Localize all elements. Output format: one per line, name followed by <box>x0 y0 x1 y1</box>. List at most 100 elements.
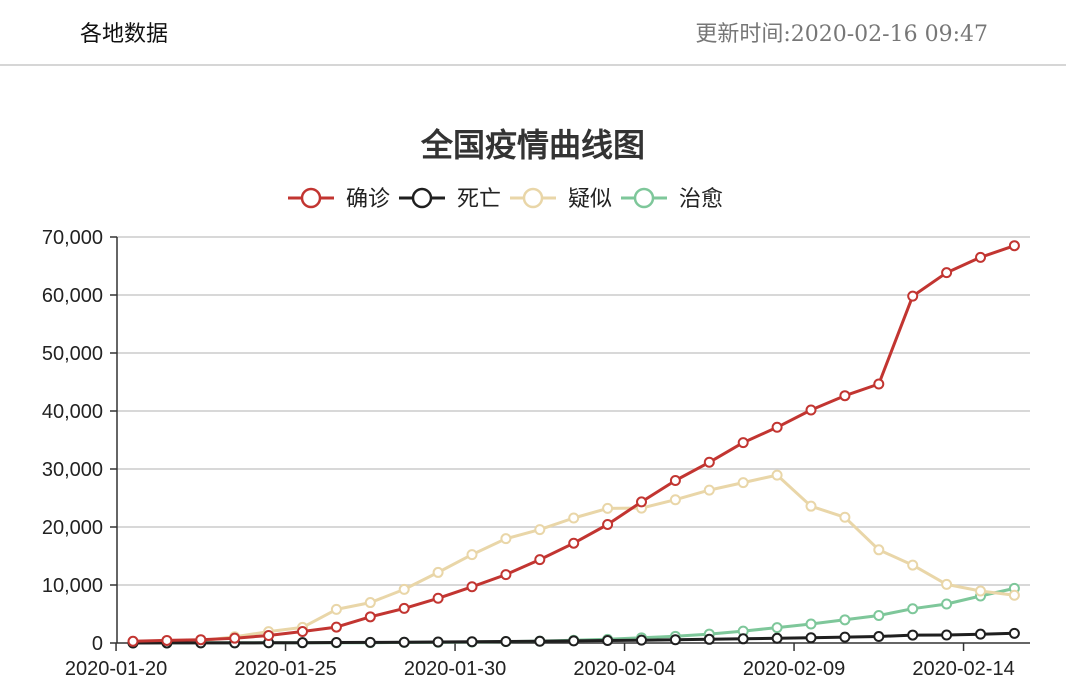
data-point[interactable] <box>1008 589 1020 601</box>
data-point[interactable] <box>805 632 817 644</box>
data-point[interactable] <box>229 632 241 644</box>
data-point[interactable] <box>1008 627 1020 639</box>
data-point[interactable] <box>839 631 851 643</box>
data-point[interactable] <box>297 626 308 638</box>
legend-label: 死亡 <box>457 187 501 212</box>
data-point[interactable] <box>907 629 919 641</box>
y-tick-label: 50,000 <box>42 343 103 365</box>
chart-series <box>127 240 1020 649</box>
data-point[interactable] <box>127 635 139 647</box>
data-point[interactable] <box>602 502 614 514</box>
data-point[interactable] <box>975 585 986 597</box>
data-point[interactable] <box>466 636 478 648</box>
series-group <box>127 627 1020 649</box>
data-point[interactable] <box>941 629 953 641</box>
data-point[interactable] <box>636 634 647 646</box>
data-point[interactable] <box>907 290 919 302</box>
data-point[interactable] <box>432 566 444 578</box>
data-point[interactable] <box>364 597 376 609</box>
data-point[interactable] <box>941 598 953 610</box>
data-point[interactable] <box>839 511 851 523</box>
data-point[interactable] <box>975 251 986 263</box>
data-point[interactable] <box>161 634 173 646</box>
legend-item[interactable]: 确诊 <box>288 187 390 212</box>
data-point[interactable] <box>432 636 444 648</box>
legend-item[interactable]: 疑似 <box>510 187 612 212</box>
data-point[interactable] <box>466 549 478 561</box>
data-point[interactable] <box>330 603 342 615</box>
legend-item[interactable]: 死亡 <box>399 187 501 212</box>
data-point[interactable] <box>500 533 512 545</box>
data-point[interactable] <box>907 603 919 615</box>
data-point[interactable] <box>534 635 546 647</box>
data-point[interactable] <box>568 635 580 647</box>
data-point[interactable] <box>975 628 986 640</box>
data-point[interactable] <box>534 524 546 536</box>
data-point[interactable] <box>534 554 546 566</box>
update-time: 更新时间:2020-02-16 09:47 <box>695 16 988 48</box>
x-tick-label: 2020-01-20 <box>65 658 167 680</box>
data-point[interactable] <box>805 500 817 512</box>
data-point[interactable] <box>873 631 885 643</box>
data-point[interactable] <box>195 634 207 646</box>
data-point[interactable] <box>941 267 953 279</box>
top-bar: 各地数据 更新时间:2020-02-16 09:47 <box>0 0 1066 66</box>
legend-label: 确诊 <box>346 187 390 212</box>
data-point[interactable] <box>466 581 478 593</box>
y-tick-label: 20,000 <box>42 517 103 539</box>
data-point[interactable] <box>297 637 308 649</box>
data-point[interactable] <box>737 633 749 645</box>
data-point[interactable] <box>839 390 851 402</box>
data-point[interactable] <box>873 544 885 556</box>
data-point[interactable] <box>805 618 817 630</box>
data-point[interactable] <box>568 537 580 549</box>
data-point[interactable] <box>771 632 783 644</box>
data-point[interactable] <box>602 635 614 647</box>
y-tick-label: 60,000 <box>42 285 103 307</box>
region-data-title[interactable]: 各地数据 <box>80 22 169 47</box>
data-point[interactable] <box>432 592 444 604</box>
data-point[interactable] <box>500 569 512 581</box>
legend-marker <box>522 187 544 209</box>
data-point[interactable] <box>364 636 376 648</box>
data-point[interactable] <box>669 494 681 506</box>
data-point[interactable] <box>771 421 783 433</box>
data-point[interactable] <box>364 611 376 623</box>
chart-axes: 0 10,000 20,000 30,000 40,000 50,000 60,000 70,… <box>42 227 1030 680</box>
data-point[interactable] <box>398 583 410 595</box>
legend-marker <box>300 187 322 209</box>
y-tick-label: 10,000 <box>42 575 103 597</box>
data-point[interactable] <box>873 610 885 622</box>
data-point[interactable] <box>636 496 647 508</box>
data-point[interactable] <box>771 622 783 634</box>
data-point[interactable] <box>330 637 342 649</box>
data-point[interactable] <box>737 477 749 489</box>
legend-label: 治愈 <box>679 187 723 212</box>
data-point[interactable] <box>771 469 783 481</box>
update-time-prefix: 更新时间: <box>695 22 791 47</box>
data-point[interactable] <box>1008 240 1020 252</box>
y-tick-label: 30,000 <box>42 459 103 481</box>
legend-item[interactable]: 治愈 <box>621 187 723 212</box>
data-point[interactable] <box>805 404 817 416</box>
x-tick-label: 2020-02-14 <box>912 658 1014 680</box>
data-point[interactable] <box>703 456 715 468</box>
data-point[interactable] <box>873 378 885 390</box>
data-point[interactable] <box>907 559 919 571</box>
data-point[interactable] <box>703 484 715 496</box>
data-point[interactable] <box>737 437 749 449</box>
data-point[interactable] <box>839 614 851 626</box>
data-point[interactable] <box>941 578 953 590</box>
data-point[interactable] <box>263 630 275 642</box>
data-point[interactable] <box>703 633 715 645</box>
data-point[interactable] <box>500 635 512 647</box>
data-point[interactable] <box>568 512 580 524</box>
data-point[interactable] <box>669 474 681 486</box>
data-point[interactable] <box>602 518 614 530</box>
series-line <box>132 244 1015 643</box>
data-point[interactable] <box>669 634 681 646</box>
chart-legend: 确诊 死亡 疑似 治愈 <box>288 187 723 212</box>
data-point[interactable] <box>330 621 342 633</box>
data-point[interactable] <box>398 602 410 614</box>
data-point[interactable] <box>398 636 410 648</box>
